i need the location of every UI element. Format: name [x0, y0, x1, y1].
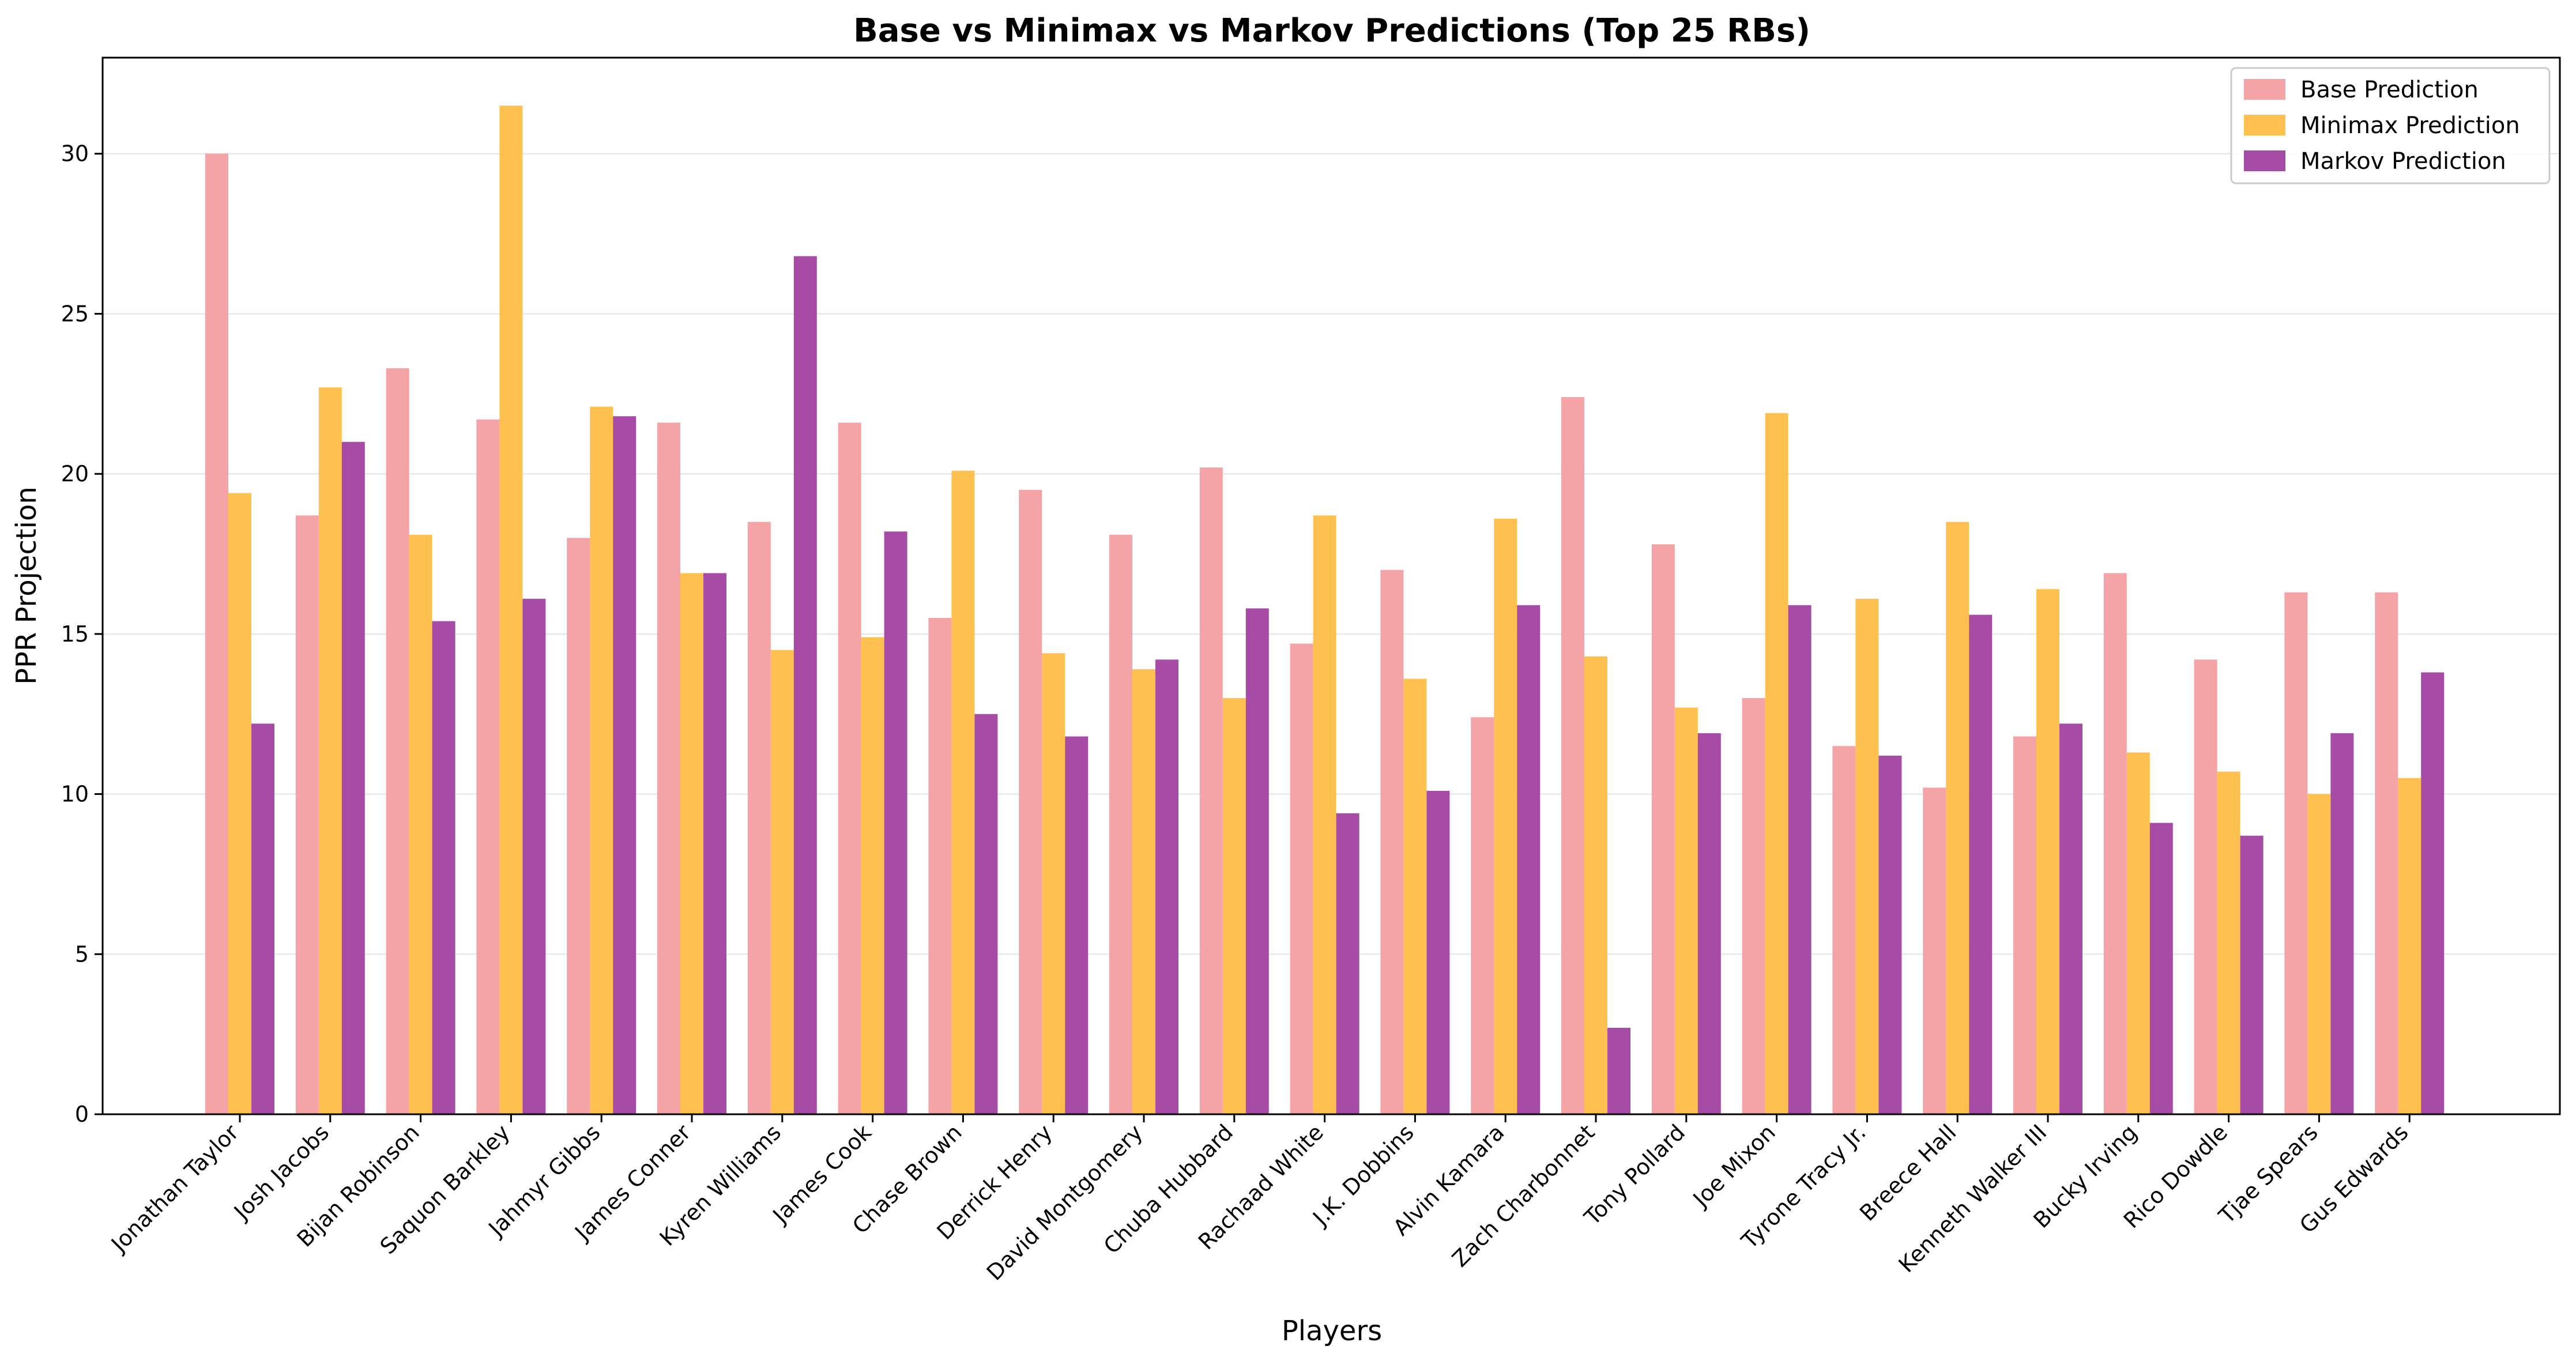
bar-minimax	[1132, 669, 1155, 1114]
bar-base	[1742, 697, 1765, 1114]
bar-minimax	[2217, 771, 2240, 1114]
bar-minimax	[680, 573, 703, 1114]
bar-markov	[1517, 605, 1541, 1114]
bar-base	[2013, 736, 2036, 1114]
bar-markov	[613, 416, 637, 1114]
bar-base	[386, 368, 409, 1114]
bar-base	[1561, 397, 1584, 1115]
legend: Base Prediction Minimax Prediction Markov …	[2230, 67, 2551, 184]
chart-title: Base vs Minimax vs Markov Predictions (T…	[853, 12, 1810, 50]
bar-markov	[1878, 755, 1902, 1114]
bar-markov	[1697, 733, 1721, 1114]
bar-markov	[793, 256, 817, 1114]
y-tick-label: 30	[61, 141, 89, 167]
bar-base	[1290, 643, 1313, 1114]
bar-minimax	[1946, 522, 1969, 1114]
bar-base	[928, 618, 952, 1114]
bars	[205, 105, 2445, 1115]
bar-base	[2284, 592, 2308, 1114]
bar-markov	[884, 531, 907, 1114]
bar-minimax	[1222, 697, 1246, 1114]
bar-base	[295, 515, 319, 1114]
y-tick-label: 0	[75, 1102, 89, 1127]
bar-base	[1199, 467, 1223, 1114]
bar-base	[2103, 573, 2127, 1114]
bar-markov	[1155, 659, 1178, 1114]
legend-swatch	[2244, 115, 2285, 135]
bar-markov	[1788, 605, 1812, 1114]
plot-frame	[101, 56, 2561, 1115]
bar-base	[657, 423, 680, 1114]
bar-base	[1019, 489, 1042, 1114]
bar-markov	[341, 442, 365, 1115]
bar-minimax	[318, 387, 342, 1114]
bar-markov	[251, 723, 274, 1114]
bar-minimax	[1042, 653, 1065, 1114]
bar-minimax	[770, 650, 794, 1114]
bar-minimax	[861, 637, 884, 1114]
legend-label: Base Prediction	[2300, 77, 2479, 103]
bar-markov	[432, 621, 455, 1114]
bar-base	[1380, 570, 1404, 1114]
bar-markov	[1426, 790, 1450, 1114]
bar-minimax	[1494, 518, 1517, 1115]
bar-markov	[703, 573, 726, 1114]
x-axis-label: Players	[1282, 1315, 1382, 1347]
bar-minimax	[499, 105, 523, 1115]
bar-base	[838, 423, 861, 1114]
bar-markov	[2149, 823, 2173, 1114]
bar-base	[2375, 592, 2398, 1114]
bar-markov	[974, 714, 998, 1114]
legend-swatch	[2244, 79, 2285, 100]
bar-minimax	[2307, 794, 2331, 1114]
bar-markov	[1336, 813, 1359, 1114]
legend-box	[2230, 67, 2551, 184]
bar-markov	[2421, 672, 2445, 1114]
y-tick-label: 10	[61, 782, 89, 807]
bar-minimax	[1313, 515, 1336, 1114]
bar-markov	[522, 598, 546, 1114]
bar-markov	[2240, 835, 2264, 1114]
legend-swatch	[2244, 150, 2285, 171]
bar-base	[1109, 534, 1132, 1114]
y-axis: 0 5 10 15 20 25 30	[61, 141, 103, 1127]
bar-minimax	[2036, 589, 2059, 1114]
bar-base	[205, 153, 228, 1114]
legend-label: Markov Prediction	[2300, 148, 2506, 175]
bar-minimax	[1765, 413, 1788, 1114]
y-tick-label: 25	[61, 301, 89, 326]
bar-minimax	[1403, 678, 1427, 1114]
bar-markov	[2330, 733, 2354, 1114]
bar-base	[1832, 746, 1856, 1114]
y-axis-label: PPR Projection	[10, 487, 43, 685]
bar-minimax	[1855, 598, 1879, 1114]
bar-minimax	[228, 493, 251, 1114]
bar-minimax	[2398, 778, 2421, 1114]
bar-base	[476, 419, 500, 1115]
bar-markov	[1065, 736, 1089, 1114]
bar-markov	[1607, 1028, 1630, 1114]
bar-markov	[2059, 723, 2082, 1114]
bar-markov	[1969, 614, 1993, 1114]
bar-minimax	[590, 406, 613, 1114]
bar-minimax	[2126, 752, 2150, 1114]
bar-markov	[1245, 608, 1269, 1114]
legend-label: Minimax Prediction	[2300, 112, 2520, 139]
bar-base	[1923, 787, 1946, 1114]
bar-minimax	[409, 534, 432, 1114]
bar-base	[567, 538, 590, 1114]
bar-base	[2194, 659, 2217, 1114]
bar-minimax	[1674, 707, 1698, 1114]
bar-minimax	[1584, 656, 1607, 1114]
bar-base	[1651, 544, 1675, 1114]
y-tick-label: 5	[75, 941, 89, 967]
bar-base	[747, 522, 771, 1114]
bar-base	[1471, 717, 1494, 1114]
y-tick-label: 20	[61, 461, 89, 487]
bar-minimax	[951, 470, 975, 1114]
y-tick-label: 15	[61, 621, 89, 647]
